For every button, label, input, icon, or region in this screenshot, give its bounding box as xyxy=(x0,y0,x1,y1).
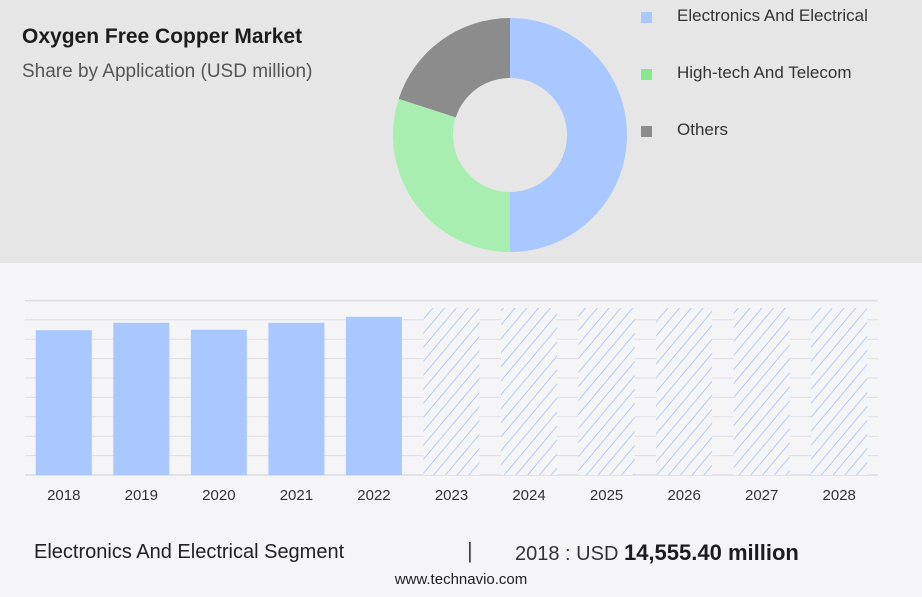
donut-slice-electronics xyxy=(510,18,627,252)
x-tick-label: 2026 xyxy=(667,487,700,504)
footer: Electronics And Electrical Segment | 201… xyxy=(0,532,922,572)
x-tick-label: 2018 xyxy=(47,487,80,504)
legend-swatch-hightech xyxy=(641,69,652,80)
footer-separator: | xyxy=(467,538,473,563)
legend-label-others: Others xyxy=(677,120,729,139)
bar-chart: 2018 2019 2020 2021 2022 2023 2024 2025 2026 2027… xyxy=(25,299,878,504)
x-tick-label: 2024 xyxy=(512,487,545,504)
bar-forecast-2025 xyxy=(578,308,635,475)
donut-slice-hightech xyxy=(392,98,510,253)
source-url: www.technavio.com xyxy=(394,571,528,588)
x-tick-label: 2025 xyxy=(590,487,623,504)
legend-label-hightech: High-tech And Telecom xyxy=(677,63,852,82)
x-tick-label: 2022 xyxy=(357,487,390,504)
bar-2020 xyxy=(190,329,247,475)
footer-value: 14,555.40 million xyxy=(623,540,799,565)
legend-label-electronics: Electronics And Electrical xyxy=(677,6,868,25)
legend-swatch-others xyxy=(641,126,652,137)
x-tick-label: 2028 xyxy=(823,487,856,504)
x-tick-label: 2020 xyxy=(202,487,235,504)
footer-segment-label: Electronics And Electrical Segment xyxy=(34,541,345,563)
donut-slice-others xyxy=(398,18,510,118)
bar-forecast-2027 xyxy=(733,308,790,475)
bar-forecast-2026 xyxy=(656,308,713,475)
chart-subtitle: Share by Application (USD million) xyxy=(22,61,313,82)
bar-forecast-2024 xyxy=(501,308,558,475)
bar-2019 xyxy=(113,322,170,475)
bar-forecast-2028 xyxy=(811,308,868,475)
chart-title: Oxygen Free Copper Market xyxy=(22,25,303,48)
legend-swatch-electronics xyxy=(641,12,652,23)
footer-value-wrap: 2018 : USD 14,555.40 million xyxy=(515,540,799,566)
bar-2021 xyxy=(268,322,325,475)
x-tick-label: 2019 xyxy=(125,487,158,504)
footer-value-prefix: 2018 : USD xyxy=(515,543,619,565)
bar-2018 xyxy=(35,330,92,475)
x-tick-label: 2027 xyxy=(745,487,778,504)
donut-chart xyxy=(392,18,627,253)
x-tick-label: 2023 xyxy=(435,487,468,504)
bar-forecast-2023 xyxy=(423,308,480,475)
x-tick-label: 2021 xyxy=(280,487,313,504)
bar-2022 xyxy=(345,316,402,475)
